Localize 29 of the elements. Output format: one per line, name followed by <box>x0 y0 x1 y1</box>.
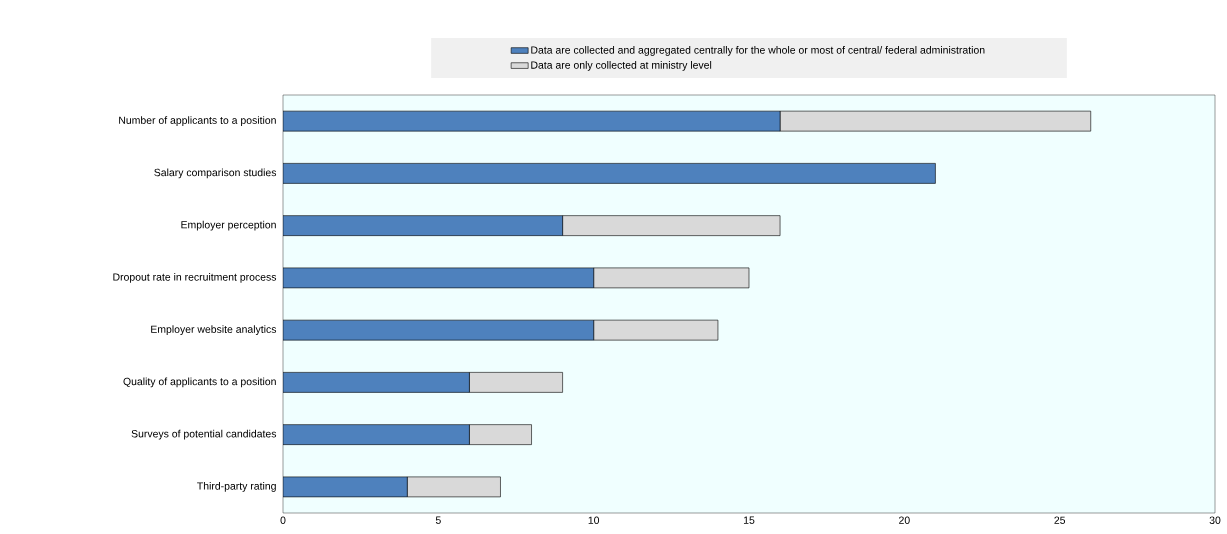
bar <box>283 110 781 132</box>
y-tick-label: Salary comparison studies <box>154 168 277 179</box>
bar <box>283 163 936 184</box>
bar <box>562 215 781 236</box>
bar <box>283 319 594 341</box>
y-tick-label: Surveys of potential candidates <box>131 429 277 440</box>
y-tick-label: Dropout rate in recruitment process <box>113 273 277 283</box>
bar <box>469 424 532 445</box>
y-tick-label: Employer perception <box>181 220 276 231</box>
y-tick-label: Number of applicants to a position <box>119 116 276 127</box>
bar <box>283 215 563 236</box>
y-tick-label: Quality of applicants to a position <box>123 377 276 388</box>
legend-label: Data are collected and aggregated centrally for the whole or most of central/ federal administration <box>531 46 985 56</box>
x-tick-label: 0 <box>280 516 286 524</box>
x-tick-label: 5 <box>435 516 441 524</box>
x-tick-label: 30 <box>1209 516 1221 524</box>
bar <box>283 267 594 289</box>
x-tick-label: 20 <box>899 516 910 524</box>
bar <box>283 372 470 393</box>
bar <box>593 267 750 289</box>
legend-label: Data are only collected at ministry level <box>531 61 712 71</box>
x-tick-label: 10 <box>588 516 600 524</box>
bar <box>593 319 719 341</box>
bar <box>469 372 563 393</box>
y-tick-label: Third-party rating <box>197 482 276 492</box>
bar <box>283 424 470 445</box>
y-tick-label: Employer website analytics <box>151 325 277 336</box>
x-tick-label: 15 <box>743 516 755 524</box>
x-tick-label: 25 <box>1054 516 1066 524</box>
